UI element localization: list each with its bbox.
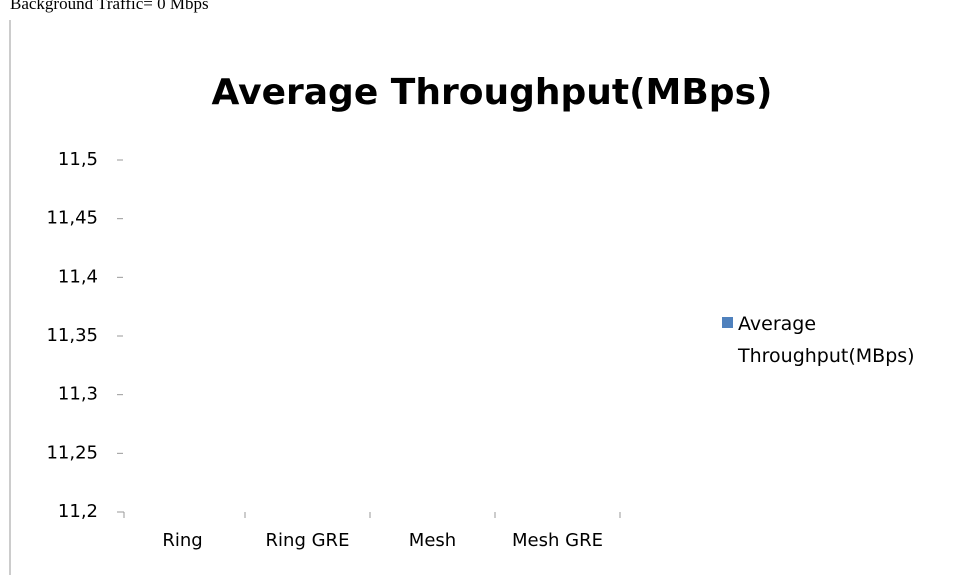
y-tick-label: 11,35: [46, 325, 98, 346]
chart-title: Average Throughput(MBps): [212, 72, 773, 113]
y-tick-label: 11,3: [58, 384, 98, 405]
legend-swatch: [722, 317, 733, 328]
y-tick-label: 11,4: [58, 266, 98, 287]
y-tick-label: 11,25: [46, 442, 98, 463]
y-tick-label: 11,5: [58, 149, 98, 170]
y-tick-label: 11,2: [58, 501, 98, 522]
x-tick-label: Mesh: [409, 530, 456, 551]
caption: Background Traffic= 0 Mbps: [10, 0, 209, 13]
x-tick-label: Ring GRE: [266, 530, 350, 551]
x-tick-label: Mesh GRE: [512, 530, 603, 551]
y-tick-label: 11,45: [46, 208, 98, 229]
x-tick-label: Ring: [162, 530, 202, 551]
legend-label: Average Throughput(MBps): [738, 313, 915, 367]
